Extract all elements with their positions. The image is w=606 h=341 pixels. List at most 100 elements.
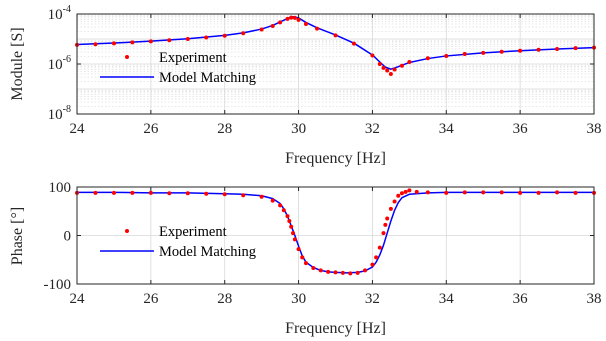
magnitude-experiment-point [185,37,190,41]
magnitude-model-line [76,15,595,70]
phase-experiment-point [303,261,308,266]
phase-experiment-point [340,270,345,275]
magnitude-x-tick-label: 36 [513,121,529,137]
phase-experiment-point [396,193,401,198]
magnitude-experiment-point [462,52,467,57]
phase-legend-experiment-label: Experiment [159,224,227,240]
magnitude-x-tick-label: 38 [587,121,602,137]
phase-experiment-point [388,206,393,211]
magnitude-experiment-point [407,60,412,65]
phase-x-tick-label: 38 [587,291,602,307]
magnitude-experiment-point [296,17,301,22]
phase-x-tick-label: 34 [439,291,455,307]
phase-experiment-point [374,255,379,260]
phase-legend-model-label: Model Matching [159,244,256,260]
phase-experiment-point [355,270,360,275]
phase-y-tick-label: 100 [49,180,72,196]
phase-experiment-point [536,190,541,195]
phase-x-tick-label: 26 [143,291,159,307]
phase-experiment-point [278,203,283,208]
phase-legend-experiment-marker [125,229,129,233]
magnitude-experiment-point [292,15,297,20]
phase-experiment-point [414,189,419,194]
magnitude-experiment-point [204,35,209,40]
magnitude-experiment-point [315,26,320,31]
magnitude-experiment-point [385,68,390,73]
phase-experiment-point [377,245,382,250]
phase-experiment-point [481,190,486,195]
phase-experiment-point [383,222,388,227]
phase-experiment-point [555,190,560,195]
magnitude-experiment-point [573,46,578,51]
magnitude-legend: Experiment Model Matching [100,50,256,86]
magnitude-experiment-point [241,31,246,36]
phase-experiment-point [111,190,116,195]
magnitude-experiment-point [111,41,116,46]
phase-experiment-point [93,190,98,195]
magnitude-experiment-point [555,46,560,51]
magnitude-experiment-point [285,16,290,21]
phase-experiment-point [348,271,353,276]
magnitude-grid [76,13,595,115]
phase-x-axis-label: Frequency [Hz] [285,320,386,337]
phase-x-tick-label: 36 [513,291,529,307]
phase-experiment-point [444,190,449,195]
magnitude-experiment-point [370,53,375,58]
phase-experiment-point [291,231,296,236]
phase-legend: Experiment Model Matching [100,224,256,260]
phase-experiment-point [281,208,286,213]
magnitude-experiment-point [392,67,397,72]
magnitude-x-tick-label: 24 [70,121,86,137]
phase-experiment-point [370,262,375,267]
magnitude-experiment-point [399,63,404,68]
phase-experiment-point [363,268,368,273]
phase-series [75,188,596,276]
magnitude-experiment-point [303,21,308,26]
magnitude-experiment-point [444,53,449,58]
magnitude-legend-experiment-marker [125,55,129,59]
phase-experiment-point [462,190,467,195]
magnitude-experiment-point [278,20,283,25]
magnitude-experiment-point [167,38,172,43]
magnitude-experiment-point [377,62,382,66]
phase-x-tick-label: 32 [365,291,380,307]
phase-x-tick-label: 24 [70,291,86,307]
magnitude-ticks: 24 26 28 30 32 34 36 38 10-8 10-6 10-4 [48,4,602,137]
magnitude-x-tick-label: 28 [217,121,232,137]
magnitude-experiment-point [425,56,430,61]
phase-experiment-point [287,218,292,223]
magnitude-experiment-point [351,41,356,46]
magnitude-experiment-point [93,42,98,47]
magnitude-experiment-point [333,33,338,38]
phase-experiment-point [130,190,135,195]
phase-experiment-point [326,269,331,274]
magnitude-experiment-point [270,24,275,29]
magnitude-x-tick-label: 30 [291,121,306,137]
magnitude-experiment-point [518,48,523,53]
magnitude-series [75,15,596,76]
phase-experiment-point [296,247,301,252]
phase-experiment-point [407,188,412,193]
phase-experiment-point [385,216,390,221]
phase-experiment-point [270,198,275,203]
magnitude-y-tick-label: 10-6 [48,54,71,73]
magnitude-experiment-point [499,49,504,54]
magnitude-experiment-point [289,15,294,20]
phase-y-axis-label: Phase [°] [9,207,26,265]
magnitude-experiment-point [481,50,486,55]
phase-x-tick-label: 28 [217,291,232,307]
phase-ticks: 24 26 28 30 32 34 36 38 100 0 -100 [44,180,602,307]
magnitude-x-tick-label: 26 [143,121,159,137]
phase-experiment-point [259,194,264,199]
phase-experiment-point [222,192,227,197]
phase-experiment-point [333,270,338,275]
phase-experiment-point [292,237,297,242]
phase-experiment-point [399,191,404,196]
phase-experiment-point [300,255,305,260]
phase-experiment-point [148,190,153,195]
phase-x-tick-label: 30 [291,291,306,307]
phase-experiment-point [318,268,323,273]
magnitude-x-tick-label: 32 [365,121,380,137]
